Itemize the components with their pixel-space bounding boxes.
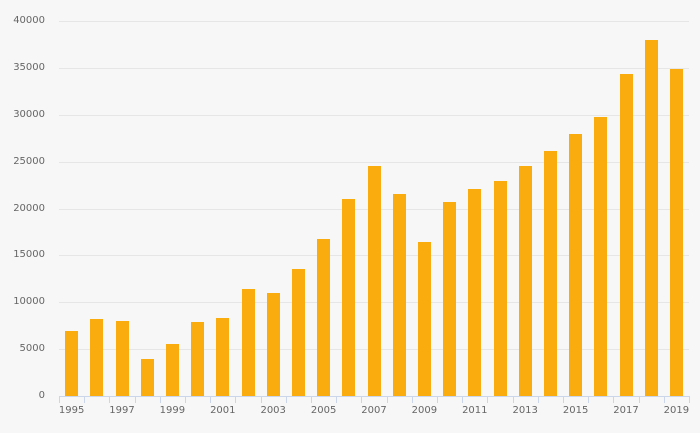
x-axis-label: 2005 [310,405,337,416]
y-gridline [59,67,689,69]
y-axis-label: 40000 [13,15,45,26]
x-axis-tick [613,397,614,403]
y-gridline [59,114,689,116]
x-axis-tick [235,397,236,403]
bar-2006[interactable] [342,199,356,396]
bar-2018[interactable] [644,39,658,396]
bar-1997[interactable] [115,321,129,396]
bar-2001[interactable] [216,318,230,396]
x-axis-label: 2017 [613,405,639,416]
x-axis-label: 1997 [109,405,135,416]
x-axis-tick [84,397,85,403]
y-axis-label: 35000 [13,61,45,73]
x-axis-tick [361,397,362,403]
x-axis-tick [160,397,161,403]
x-axis-tick [311,397,312,403]
bar-1998[interactable] [140,358,154,396]
y-axis-label: 20000 [13,202,45,214]
x-axis-label: 2011 [462,405,488,416]
x-axis-tick [261,397,262,403]
bar-2000[interactable] [191,321,205,396]
y-axis-label: 30000 [13,108,45,120]
x-axis-label: 1999 [159,405,186,416]
y-axis-label: 10000 [13,296,45,308]
x-axis-tick [336,397,337,403]
x-axis-label: 2013 [512,405,538,416]
bar-2003[interactable] [266,292,280,396]
x-axis-tick [59,397,60,403]
bar-2013[interactable] [518,166,532,396]
bar-2016[interactable] [594,116,608,396]
x-axis-tick [639,397,640,403]
bar-2008[interactable] [392,194,406,396]
x-axis-tick [185,397,186,403]
y-axis-label: 0 [38,390,45,401]
x-axis-tick [210,397,211,403]
bar-2004[interactable] [291,269,305,396]
x-axis-tick [462,397,463,403]
x-axis-label: 2001 [210,405,236,416]
bar-2002[interactable] [241,289,255,396]
x-axis-tick [109,397,110,403]
x-axis-label: 1995 [58,405,85,416]
x-axis-tick [437,397,438,403]
x-axis-tick [664,397,665,403]
bar-2019[interactable] [669,68,683,396]
y-gridline [59,21,689,22]
bar-2009[interactable] [417,242,431,396]
bar-2005[interactable] [317,238,331,396]
bar-1996[interactable] [90,319,104,396]
bar-1999[interactable] [165,344,179,396]
x-axis-label: 2007 [361,405,387,416]
x-axis-tick [135,397,136,403]
x-axis-tick [286,397,287,403]
y-gridline [59,161,689,163]
bar-2007[interactable] [367,166,381,396]
x-axis-tick [538,397,539,403]
y-axis-label: 25000 [13,155,45,167]
bar-2014[interactable] [543,151,557,396]
x-axis-line [59,396,690,397]
y-axis-label: 15000 [13,249,45,261]
bar-2011[interactable] [468,188,482,396]
bar-2012[interactable] [493,181,507,396]
bar-2017[interactable] [619,73,633,396]
x-axis-tick [689,397,690,403]
x-axis-label: 2015 [562,405,589,416]
x-axis-tick [563,397,564,403]
bar-1995[interactable] [65,331,79,396]
x-axis-tick [412,397,413,403]
x-axis-label: 2003 [260,405,286,416]
x-axis-tick [487,397,488,403]
x-axis-tick [513,397,514,403]
x-axis-tick [387,397,388,403]
x-axis-label: 2019 [663,405,690,416]
bar-2010[interactable] [443,201,457,396]
x-axis-label: 2009 [411,405,438,416]
bar-2015[interactable] [569,133,583,396]
x-axis-tick [588,397,589,403]
y-axis-label: 5000 [19,343,45,355]
